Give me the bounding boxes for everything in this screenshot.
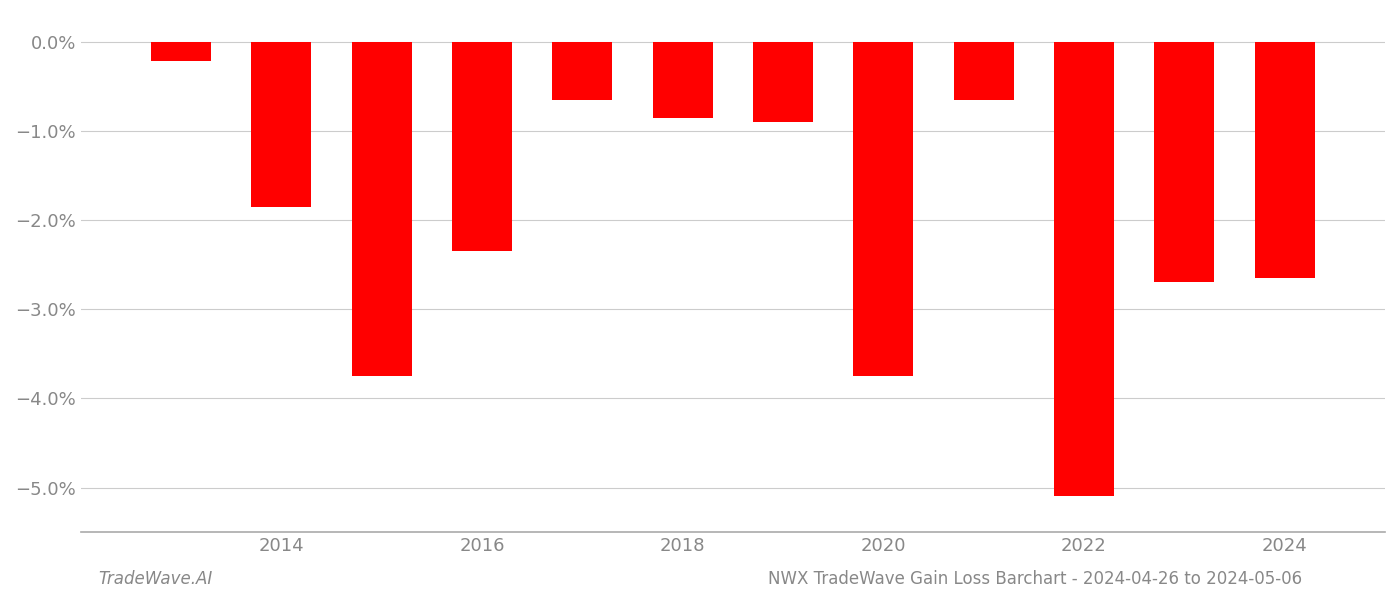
- Bar: [853, 42, 913, 376]
- Bar: [351, 42, 412, 376]
- Bar: [151, 42, 211, 61]
- Bar: [552, 42, 612, 100]
- Bar: [753, 42, 813, 122]
- Text: NWX TradeWave Gain Loss Barchart - 2024-04-26 to 2024-05-06: NWX TradeWave Gain Loss Barchart - 2024-…: [767, 570, 1302, 588]
- Bar: [1254, 42, 1315, 278]
- Bar: [1154, 42, 1214, 283]
- Bar: [251, 42, 311, 206]
- Bar: [652, 42, 713, 118]
- Bar: [953, 42, 1014, 100]
- Text: TradeWave.AI: TradeWave.AI: [98, 570, 213, 588]
- Bar: [1054, 42, 1114, 496]
- Bar: [452, 42, 512, 251]
